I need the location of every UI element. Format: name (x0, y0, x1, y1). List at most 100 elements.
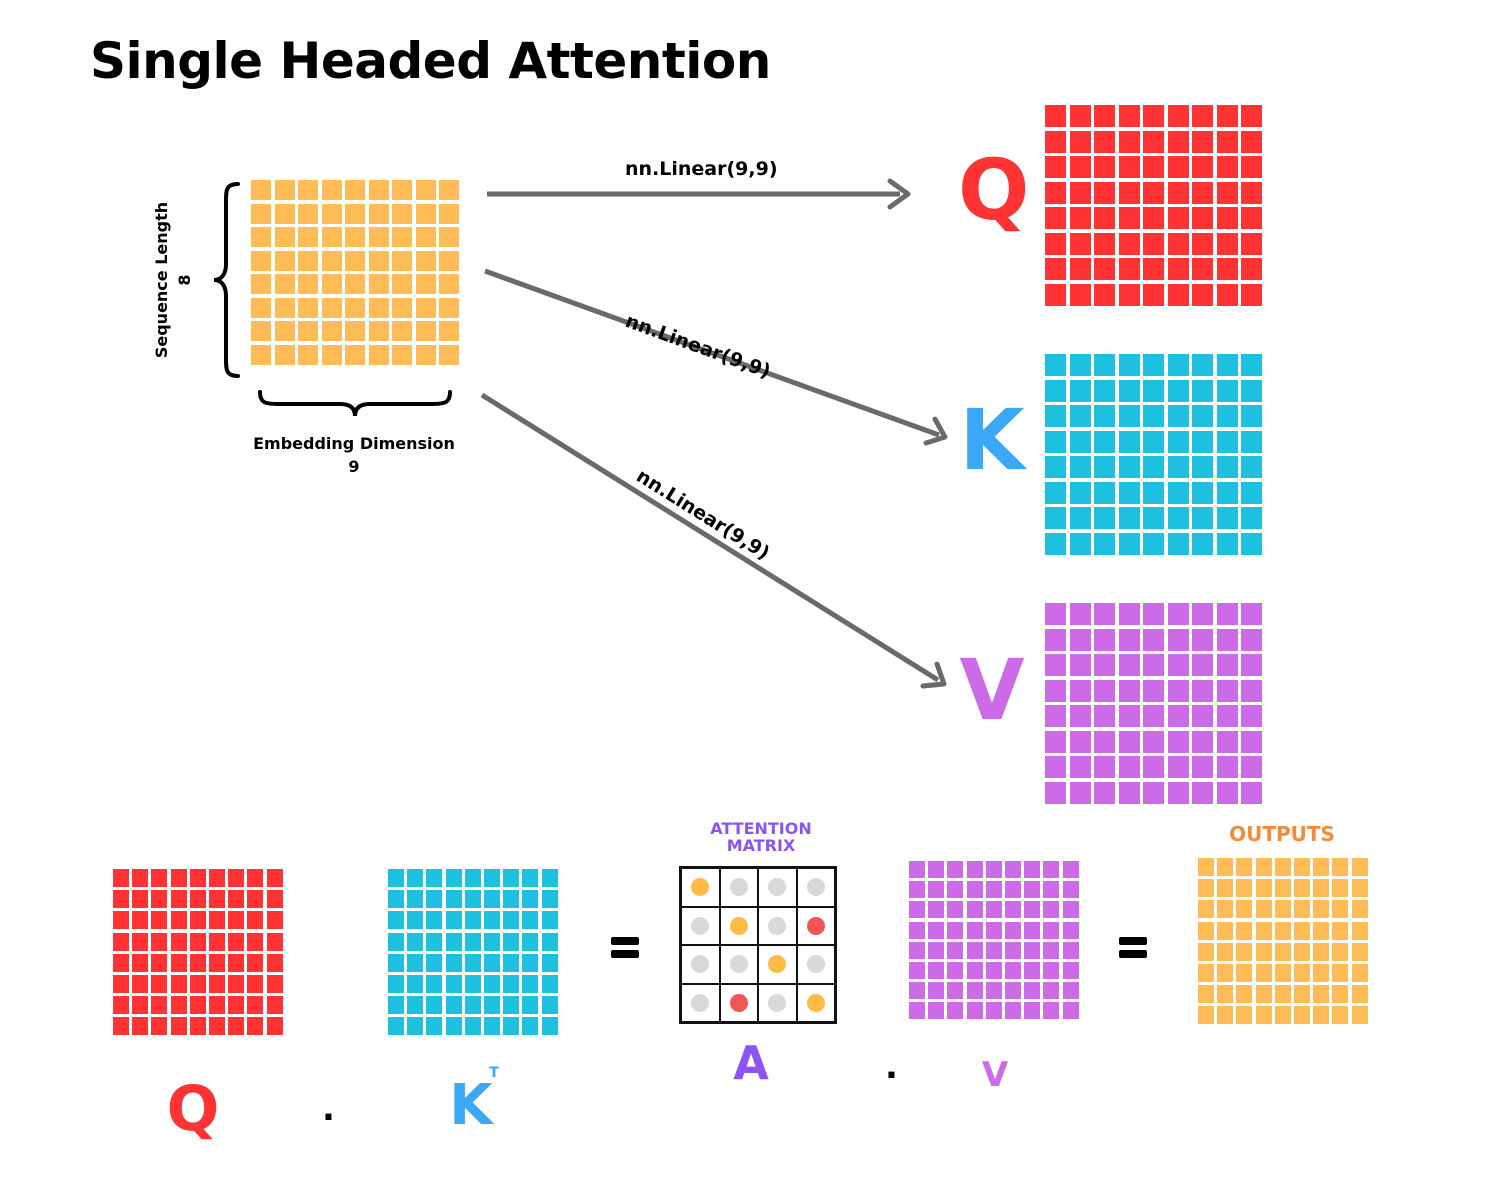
key-cell (1216, 481, 1238, 504)
key-cell (1216, 430, 1238, 453)
key-cell (522, 974, 539, 993)
query-cell (266, 953, 283, 972)
attention-cell (681, 945, 720, 984)
embedding-dimension-value: 9 (348, 457, 360, 477)
key-cell (445, 996, 462, 1015)
key-cell (1192, 354, 1213, 376)
value-cell (1118, 705, 1140, 727)
value-cell (1062, 861, 1079, 878)
outputs-title: OUTPUTS (1229, 822, 1335, 846)
attention-cell (719, 906, 758, 945)
value-cell (1094, 679, 1115, 702)
query-cell (208, 996, 225, 1015)
query-cell (1241, 232, 1262, 255)
input-cell (392, 344, 412, 365)
key-cell (1045, 532, 1066, 555)
value-cell (1118, 654, 1140, 676)
projection-arrows (480, 178, 948, 689)
key-cell (1167, 532, 1189, 555)
query-cell (1094, 181, 1115, 204)
query-cell (247, 869, 264, 887)
input-cell (415, 227, 436, 247)
query-cell (132, 1017, 149, 1036)
key-cell (483, 1017, 500, 1036)
value-cell (1062, 901, 1079, 919)
query-cell (208, 932, 225, 951)
query-cell (1069, 258, 1091, 280)
value-cell (1118, 756, 1140, 778)
query-cell (1216, 258, 1238, 280)
value-cell (1216, 730, 1238, 753)
query-cell (189, 996, 206, 1015)
query-cell (1192, 105, 1213, 127)
query-cell (113, 996, 129, 1015)
query-cell (1241, 105, 1262, 127)
input-cell (415, 203, 436, 224)
value-cell (1069, 756, 1091, 778)
key-cell (1192, 430, 1213, 453)
query-cell (208, 974, 225, 993)
value-cell (985, 982, 1002, 1000)
output-cell (1313, 921, 1330, 940)
key-cell (1167, 354, 1189, 376)
query-cell (247, 932, 264, 951)
value-cell (1118, 603, 1140, 625)
key-cell (388, 911, 404, 930)
output-cell (1351, 858, 1368, 876)
key-cell (445, 911, 462, 930)
query-cell (1118, 181, 1140, 204)
value-cell (1216, 781, 1238, 804)
query-cell (208, 869, 225, 887)
input-cell (251, 297, 271, 318)
key-cell (1118, 456, 1140, 478)
key-cell (1045, 379, 1066, 402)
query-cell (1192, 207, 1213, 229)
value-cell (1241, 781, 1262, 804)
output-cell (1217, 1006, 1234, 1025)
equation-query-matrix (113, 869, 283, 1036)
output-cell (1274, 985, 1291, 1004)
query-cell (1143, 181, 1164, 204)
query-cell (1143, 283, 1164, 306)
value-cell (1241, 730, 1262, 753)
attention-cell (758, 906, 797, 945)
query-cell (1167, 258, 1189, 280)
key-cell (503, 996, 520, 1015)
value-cell (1043, 921, 1060, 939)
attention-weight-dot (691, 878, 710, 897)
key-cell (388, 974, 404, 993)
query-cell (132, 953, 149, 972)
query-cell (1094, 130, 1115, 153)
query-cell (1192, 156, 1213, 178)
input-cell (298, 180, 318, 200)
key-cell (1045, 481, 1066, 504)
query-cell (1167, 156, 1189, 178)
query-cell (208, 1017, 225, 1036)
value-cell (985, 1002, 1002, 1020)
input-cell (368, 180, 389, 200)
output-cell (1351, 985, 1368, 1004)
attention-cell (758, 868, 797, 907)
value-cell (1024, 941, 1041, 959)
arrow-right-icon (480, 392, 947, 689)
value-cell (1004, 961, 1021, 979)
input-cell (345, 321, 365, 341)
input-cell (415, 274, 436, 294)
value-cell (909, 961, 925, 979)
query-cell (113, 974, 129, 993)
input-cell (274, 344, 295, 365)
input-embedding-matrix (251, 180, 459, 365)
query-cell (170, 890, 187, 909)
key-cell (1167, 507, 1189, 529)
dot-operator: . (885, 1047, 898, 1087)
value-cell (1167, 756, 1189, 778)
query-cell (113, 1017, 129, 1036)
key-cell (541, 974, 558, 993)
value-cell (909, 1002, 925, 1020)
input-cell (298, 227, 318, 247)
value-cell (1062, 961, 1079, 979)
key-cell (1143, 354, 1164, 376)
output-cell (1293, 963, 1310, 982)
value-cell (1192, 628, 1213, 651)
attention-cell (681, 868, 720, 907)
